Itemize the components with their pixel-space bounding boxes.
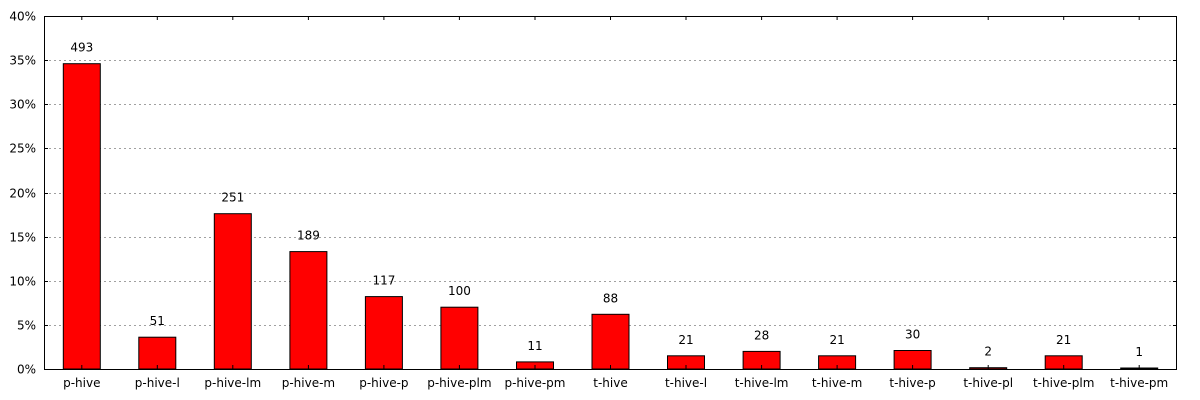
data-labels-layer: 493 51 251 189 117 100 11 88 21 28 21 30 2 21 1 xyxy=(70,41,1143,359)
x-tick-label: t-hive xyxy=(593,376,627,390)
y-tick-label: 20% xyxy=(9,187,36,201)
data-label: 1 xyxy=(1135,345,1143,359)
data-label: 100 xyxy=(448,284,471,298)
y-tick-label: 40% xyxy=(9,10,36,24)
y-tick-label: 35% xyxy=(9,54,36,68)
x-tick-label: t-hive-pl xyxy=(963,376,1013,390)
y-tick-label: 30% xyxy=(9,98,36,112)
x-tick-label: p-hive-m xyxy=(282,376,335,390)
x-tick-label: p-hive-pm xyxy=(504,376,565,390)
bar-p-hive-plm xyxy=(440,306,479,370)
data-label: 117 xyxy=(372,274,395,288)
y-tick-label: 5% xyxy=(17,319,36,333)
y-tick-label: 10% xyxy=(9,275,36,289)
data-label: 493 xyxy=(70,41,93,55)
x-tick-label: p-hive xyxy=(63,376,100,390)
x-tick-label: p-hive-lm xyxy=(204,376,261,390)
x-tick-label: p-hive-plm xyxy=(427,376,491,390)
data-label: 21 xyxy=(678,333,693,347)
axes-layer: 0% 5% 10% 15% 20% 25% 30% 35% 40% p-hive p-hive-l p… xyxy=(9,10,1177,390)
x-tick-label: t-hive-lm xyxy=(735,376,789,390)
bar-t-hive xyxy=(591,313,630,370)
x-tick-label: t-hive-plm xyxy=(1033,376,1094,390)
data-label: 88 xyxy=(603,291,618,305)
x-tick-label: t-hive-p xyxy=(889,376,935,390)
y-tick-label: 15% xyxy=(9,231,36,245)
bar-p-hive-l xyxy=(138,336,177,370)
data-label: 21 xyxy=(1056,333,1071,347)
x-tick-label: t-hive-l xyxy=(665,376,707,390)
x-tick-label: p-hive-p xyxy=(359,376,408,390)
data-label: 11 xyxy=(527,339,542,353)
data-label: 28 xyxy=(754,328,769,342)
y-tick-label: 0% xyxy=(17,363,36,377)
data-label: 21 xyxy=(829,333,844,347)
x-tick-label: p-hive-l xyxy=(135,376,180,390)
bar-p-hive-lm xyxy=(213,213,252,370)
bar-p-hive xyxy=(62,63,101,370)
x-tick-label: t-hive-pm xyxy=(1110,376,1168,390)
bar-p-hive-m xyxy=(289,251,328,370)
x-tick-label: t-hive-m xyxy=(812,376,862,390)
data-label: 251 xyxy=(221,191,244,205)
data-label: 189 xyxy=(297,229,320,243)
y-tick-label: 25% xyxy=(9,142,36,156)
plot-frame xyxy=(44,16,1177,370)
bar-p-hive-p xyxy=(364,296,403,370)
bars-layer xyxy=(62,63,1159,370)
data-label: 30 xyxy=(905,328,920,342)
data-label: 51 xyxy=(150,314,165,328)
data-label: 2 xyxy=(984,345,992,359)
